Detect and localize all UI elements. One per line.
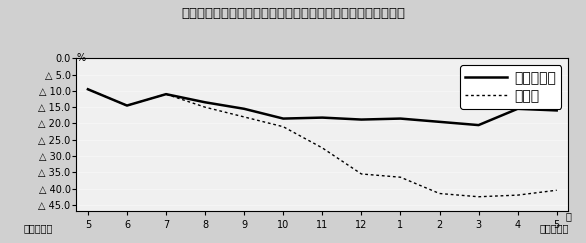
調査産業計 (319, 116, 326, 119)
調査産業計 (241, 107, 248, 110)
製造業 (202, 106, 209, 109)
調査産業計 (553, 109, 560, 112)
Text: %: % (76, 53, 86, 63)
製造業 (436, 192, 443, 195)
Text: 第２図　所定外労偵時間対前年同月比の推移（規模５人以上）: 第２図 所定外労偵時間対前年同月比の推移（規模５人以上） (181, 7, 405, 20)
製造業 (358, 173, 365, 175)
Text: 平成２０年: 平成２０年 (23, 223, 53, 233)
製造業 (475, 195, 482, 198)
Line: 調査産業計: 調査産業計 (88, 89, 557, 125)
製造業 (514, 194, 521, 197)
製造業 (162, 93, 169, 95)
調査産業計 (162, 93, 169, 95)
Legend: 調査産業計, 製造業: 調査産業計, 製造業 (460, 65, 561, 109)
調査産業計 (358, 118, 365, 121)
製造業 (241, 115, 248, 118)
調査産業計 (475, 124, 482, 127)
調査産業計 (84, 88, 91, 91)
調査産業計 (280, 117, 287, 120)
製造業 (319, 147, 326, 149)
調査産業計 (436, 120, 443, 123)
Text: 平成２１年: 平成２１年 (539, 223, 568, 233)
Text: 月: 月 (565, 211, 571, 221)
製造業 (397, 176, 404, 179)
調査産業計 (124, 104, 131, 107)
製造業 (553, 189, 560, 192)
製造業 (124, 104, 131, 107)
調査産業計 (202, 101, 209, 104)
調査産業計 (514, 107, 521, 110)
調査産業計 (397, 117, 404, 120)
製造業 (84, 88, 91, 91)
Line: 製造業: 製造業 (88, 89, 557, 197)
製造業 (280, 125, 287, 128)
